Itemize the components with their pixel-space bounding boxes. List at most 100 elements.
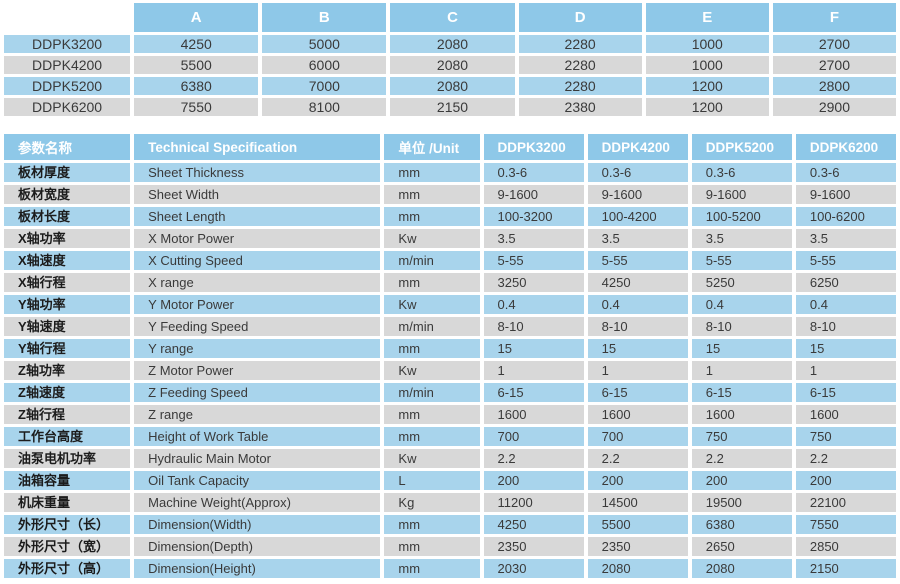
spec-value: 9-1600 [587,185,688,204]
column-header-d: D [518,3,642,32]
spec-value: 6-15 [483,383,584,402]
param-name-cn: 外形尺寸（宽） [4,537,131,556]
param-name-en: Z Feeding Speed [134,383,381,402]
spec-value: 100-3200 [483,207,584,226]
spec-row-dimension-height: 外形尺寸（高） Dimension(Height) mm 2030 2080 2… [4,559,896,578]
spec-value: 200 [587,471,688,490]
spec-value: 1600 [795,405,896,424]
dim-value: 2700 [772,56,896,74]
spec-row-sheet-length: 板材长度 Sheet Length mm 100-3200 100-4200 1… [4,207,896,226]
spec-value: 8-10 [795,317,896,336]
param-name-cn: 外形尺寸（高） [4,559,131,578]
param-name-cn: 工作台高度 [4,427,131,446]
spec-row-work-table-height: 工作台高度 Height of Work Table mm 700 700 75… [4,427,896,446]
spec-row-dimension-depth: 外形尺寸（宽） Dimension(Depth) mm 2350 2350 26… [4,537,896,556]
spec-value: 6380 [691,515,792,534]
spec-value: 9-1600 [795,185,896,204]
param-unit: mm [384,537,480,556]
spec-row-y-motor-power: Y轴功率 Y Motor Power Kw 0.4 0.4 0.4 0.4 [4,295,896,314]
column-header-f: F [772,3,896,32]
param-unit: mm [384,339,480,358]
spec-row-dimension-width: 外形尺寸（长） Dimension(Width) mm 4250 5500 63… [4,515,896,534]
spec-value: 0.3-6 [691,163,792,182]
spec-value: 22100 [795,493,896,512]
spec-row-hydraulic-main-motor: 油泵电机功率 Hydraulic Main Motor Kw 2.2 2.2 2… [4,449,896,468]
spec-value: 1 [483,361,584,380]
param-name-en: Z range [134,405,381,424]
param-unit: mm [384,427,480,446]
param-unit: mm [384,273,480,292]
param-name-en: X range [134,273,381,292]
column-header-e: E [645,3,769,32]
spec-value: 750 [795,427,896,446]
spec-value: 5-55 [795,251,896,270]
spec-row-sheet-thickness: 板材厚度 Sheet Thickness mm 0.3-6 0.3-6 0.3-… [4,163,896,182]
spec-value: 7550 [795,515,896,534]
spec-value: 700 [483,427,584,446]
spec-value: 0.4 [795,295,896,314]
dim-value: 5500 [134,56,259,74]
param-name-en: Y range [134,339,381,358]
param-name-en: Dimension(Depth) [134,537,381,556]
column-header-a: A [134,3,259,32]
model-label: DDPK5200 [4,77,131,95]
param-name-cn: 板材宽度 [4,185,131,204]
dimensions-header-row: A B C D E F [4,3,896,32]
spec-row-y-feeding-speed: Y轴速度 Y Feeding Speed m/min 8-10 8-10 8-1… [4,317,896,336]
dim-value: 4250 [134,35,259,53]
spec-row-z-motor-power: Z轴功率 Z Motor Power Kw 1 1 1 1 [4,361,896,380]
param-name-cn: X轴速度 [4,251,131,270]
dim-value: 2280 [518,56,642,74]
param-name-en: Height of Work Table [134,427,381,446]
param-name-cn: Z轴行程 [4,405,131,424]
dimensions-table: A B C D E F DDPK3200 4250 5000 2080 2280… [0,0,900,119]
corner-cell [4,3,130,32]
spec-value: 1 [691,361,792,380]
spec-value: 700 [587,427,688,446]
spec-row-machine-weight: 机床重量 Machine Weight(Approx) Kg 11200 145… [4,493,896,512]
spec-value: 2350 [587,537,688,556]
spec-value: 1 [587,361,688,380]
param-unit: m/min [384,251,480,270]
dim-value: 2280 [518,35,642,53]
spec-value: 15 [587,339,688,358]
spec-value: 3.5 [795,229,896,248]
spec-value: 3.5 [483,229,584,248]
header-model-ddpk6200: DDPK6200 [795,134,896,160]
spec-row-y-range: Y轴行程 Y range mm 15 15 15 15 [4,339,896,358]
header-model-ddpk4200: DDPK4200 [587,134,688,160]
header-unit: 单位 /Unit [384,134,480,160]
spec-value: 1600 [691,405,792,424]
spec-row-x-cutting-speed: X轴速度 X Cutting Speed m/min 5-55 5-55 5-5… [4,251,896,270]
param-name-en: Y Feeding Speed [134,317,381,336]
spec-value: 5500 [587,515,688,534]
spec-row-oil-tank-capacity: 油箱容量 Oil Tank Capacity L 200 200 200 200 [4,471,896,490]
param-name-cn: Y轴速度 [4,317,131,336]
spec-value: 200 [483,471,584,490]
spec-value: 9-1600 [483,185,584,204]
param-unit: L [384,471,480,490]
dim-value: 2700 [772,35,896,53]
dim-value: 2900 [772,98,896,116]
spec-value: 4250 [587,273,688,292]
spec-value: 2350 [483,537,584,556]
spec-value: 0.4 [483,295,584,314]
param-name-en: Oil Tank Capacity [134,471,381,490]
param-name-en: Sheet Thickness [134,163,381,182]
spec-value: 2030 [483,559,584,578]
spec-row-sheet-width: 板材宽度 Sheet Width mm 9-1600 9-1600 9-1600… [4,185,896,204]
param-name-cn: 外形尺寸（长） [4,515,131,534]
param-name-cn: 油泵电机功率 [4,449,131,468]
spec-value: 19500 [691,493,792,512]
spec-value: 5-55 [587,251,688,270]
param-name-en: Sheet Width [134,185,381,204]
param-name-cn: Z轴功率 [4,361,131,380]
param-unit: Kw [384,229,480,248]
spec-value: 750 [691,427,792,446]
spec-value: 0.3-6 [483,163,584,182]
dim-value: 1200 [645,77,769,95]
spec-value: 5250 [691,273,792,292]
dim-value: 1000 [645,35,769,53]
spec-value: 6-15 [691,383,792,402]
param-name-cn: Y轴功率 [4,295,131,314]
